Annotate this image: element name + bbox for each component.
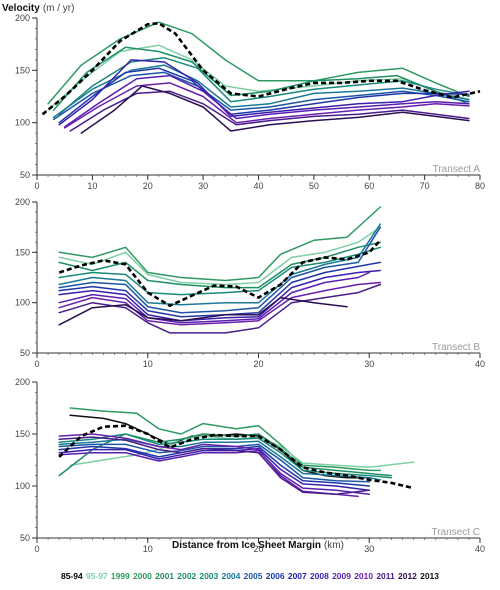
series-line [58,59,470,126]
legend-item: 2002 [177,571,196,581]
series-line [58,67,470,124]
x-tick-label: 60 [364,181,374,191]
x-tick-label: 30 [364,359,374,369]
series-line [52,71,470,121]
x-tick-label: 80 [475,181,485,191]
legend-item: 2008 [310,571,329,581]
legend-item: 2006 [266,571,285,581]
legend-item: 2011 [376,571,395,581]
legend: 85-94 95-97 1999 2000 2001 2002 2003 2004 2005 20… [61,571,439,581]
legend-item: 95-97 [86,571,108,581]
y-tick-label: 200 [15,197,30,207]
series-group [58,407,415,498]
x-tick-label: 30 [198,181,208,191]
legend-item: 85-94 [61,571,83,581]
series-line [58,296,348,326]
x-tick-label: 50 [309,181,319,191]
legend-item: 1999 [111,571,130,581]
series-line [58,447,371,491]
y-tick-label: 50 [20,533,30,543]
series-line [58,271,371,324]
x-tick-label: 10 [143,544,153,554]
legend-item: 2001 [155,571,174,581]
x-tick-label: 20 [253,544,263,554]
x-tick-label: 40 [475,359,485,369]
series-group [47,21,470,134]
legend-item: 2012 [398,571,417,581]
y-axis-label-unit: (m / yr) [43,3,75,14]
y-tick-label: 100 [15,118,30,128]
series-group [58,206,382,334]
panel-3: 50 100 150 200 0 10 20 30 40 Transect C [15,377,485,554]
legend-item: 2013 [420,571,439,581]
legend-item: 2007 [288,571,307,581]
series-line [58,223,382,306]
y-tick-label: 200 [15,13,30,23]
y-axis-label: Velocity (m / yr) [2,3,74,14]
legend-item: 2009 [332,571,351,581]
x-tick-label: 70 [420,181,430,191]
legend-item: 2000 [133,571,152,581]
x-tick-label: 0 [34,181,39,191]
x-axis-label-unit: (km) [324,540,344,551]
panel-label: Transect A [433,164,481,175]
reference-line-85-94 [58,239,382,307]
series-line [47,21,470,105]
panel-label: Transect B [432,342,480,353]
series-line [58,241,382,289]
x-tick-label: 20 [143,181,153,191]
y-axis-label-main: Velocity [2,3,40,14]
y-tick-label: 150 [15,429,30,439]
series-line [58,269,382,322]
series-line [58,281,382,326]
series-line [58,449,371,496]
reference-line-85-94 [58,424,414,490]
y-tick-label: 100 [15,298,30,308]
series-line [58,206,382,282]
y-tick-label: 150 [15,247,30,257]
x-tick-label: 10 [87,181,97,191]
y-tick-label: 200 [15,377,30,387]
panel-label: Transect C [431,527,480,538]
reference-line-85-94 [41,21,481,116]
series-line [58,226,382,314]
series-line [63,82,470,129]
x-tick-label: 40 [475,544,485,554]
x-axis-label-main: Distance from Ice Sheet Margin [172,540,321,551]
series-line [58,226,382,286]
y-tick-label: 50 [20,170,30,180]
series-line [58,438,382,481]
x-tick-label: 10 [143,359,153,369]
y-tick-label: 150 [15,65,30,75]
legend-item: 2004 [221,571,240,581]
series-line [63,74,470,128]
series-line [52,46,470,111]
panel-1: 50 100 150 200 0 10 20 30 40 50 60 70 80 Transect A [15,13,485,191]
x-tick-label: 0 [34,359,39,369]
x-tick-label: 40 [253,181,263,191]
series-line [58,443,371,483]
legend-item: 2005 [244,571,263,581]
series-line [58,445,371,487]
x-tick-label: 0 [34,544,39,554]
legend-item: 2010 [354,571,373,581]
y-tick-label: 50 [20,348,30,358]
x-axis-label: Distance from Ice Sheet Margin (km) [172,540,344,551]
legend-item: 2003 [199,571,218,581]
panel-2: 50 100 150 200 0 10 20 30 40 Transect B [15,197,485,369]
series-line [69,407,382,472]
series-line [80,85,470,134]
x-tick-label: 20 [253,359,263,369]
x-tick-label: 30 [364,544,374,554]
legend-text: 85-94 95-97 1999 2000 2001 2002 2003 2004 2005 20… [61,571,439,581]
y-tick-label: 100 [15,481,30,491]
series-line [58,433,359,498]
series-line [58,436,371,496]
